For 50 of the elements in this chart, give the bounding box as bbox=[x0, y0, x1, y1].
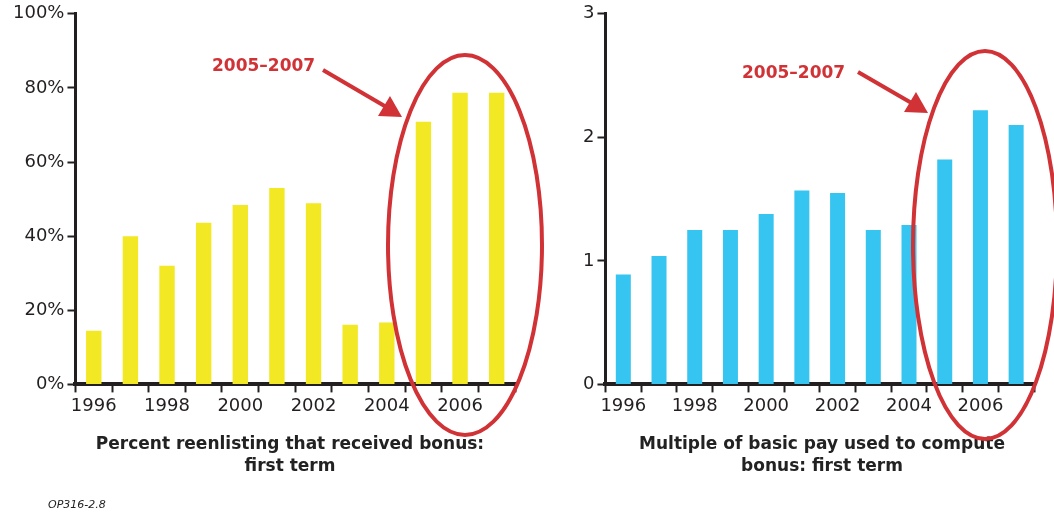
bar bbox=[379, 322, 395, 384]
bar bbox=[195, 222, 212, 384]
x-tick-label: 2004 bbox=[886, 393, 932, 415]
bar bbox=[1008, 124, 1024, 384]
bar bbox=[122, 236, 139, 384]
bar bbox=[937, 159, 953, 384]
annotation: 2005–2007 bbox=[742, 62, 846, 82]
bar bbox=[269, 187, 285, 384]
bar bbox=[972, 110, 988, 384]
bar bbox=[342, 324, 358, 384]
bar bbox=[687, 229, 703, 384]
x-tick-label: 2002 bbox=[814, 393, 861, 415]
y-tick-label: 20% bbox=[24, 297, 65, 319]
bar bbox=[794, 190, 810, 384]
y-tick-label: 2 bbox=[583, 125, 595, 147]
x-tick-label: 1996 bbox=[70, 393, 117, 415]
bar bbox=[615, 274, 631, 384]
x-tick-label: 2006 bbox=[437, 393, 483, 415]
x-axis-title: Multiple of basic pay used to compute bonus: first term bbox=[638, 432, 1006, 476]
y-tick-label: 1 bbox=[583, 248, 595, 270]
bar bbox=[830, 192, 846, 384]
x-tick-label: 2000 bbox=[217, 393, 264, 415]
y-tick-label: 80% bbox=[24, 75, 65, 97]
x-tick-label: 1998 bbox=[671, 393, 718, 415]
text: OP316-2.8 bbox=[48, 498, 106, 511]
bar bbox=[232, 205, 248, 384]
x-tick-label: 2004 bbox=[363, 393, 410, 415]
y-tick-label: 100% bbox=[12, 1, 65, 23]
bar bbox=[865, 229, 881, 384]
x-tick-label: 2006 bbox=[957, 393, 1004, 415]
x-tick-label: 2000 bbox=[743, 393, 790, 415]
bar bbox=[415, 121, 432, 384]
x-tick-label: 1998 bbox=[144, 393, 190, 415]
bar bbox=[722, 229, 738, 384]
annotation: 2005–2007 bbox=[212, 55, 316, 75]
y-tick-label: 0% bbox=[35, 372, 65, 394]
bar bbox=[488, 92, 505, 384]
y-tick-label: 60% bbox=[24, 149, 65, 171]
y-tick-label: 3 bbox=[583, 1, 595, 23]
bar bbox=[305, 203, 322, 384]
bar bbox=[758, 213, 774, 384]
y-tick-label: 40% bbox=[24, 223, 65, 245]
x-axis-title: Percent reenlisting that received bonus: first term bbox=[94, 432, 486, 476]
x-tick-label: 1996 bbox=[600, 393, 647, 415]
y-tick-label: 0 bbox=[583, 372, 595, 394]
x-tick-label: 2002 bbox=[290, 393, 337, 415]
bar bbox=[651, 255, 667, 384]
bar bbox=[452, 92, 468, 384]
bar bbox=[159, 265, 175, 384]
bar bbox=[86, 330, 102, 384]
